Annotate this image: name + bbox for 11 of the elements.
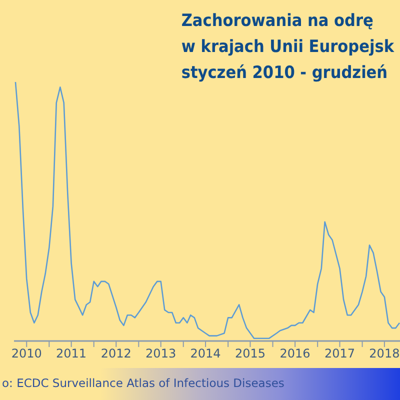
x-tick-label: 2015 [234,346,266,361]
x-tick-label: 2012 [100,346,132,361]
text: o: ECDC Surveillance Atlas of Infectious Diseases [2,376,284,390]
x-tick-label: 2013 [146,346,176,361]
x-tick-label: 2011 [56,346,87,361]
x-tick-label: 2018 [369,346,400,361]
chart-title: Zachorowania na odrę w krajach Unii Europejsk styczeń 2010 - grudzień [181,10,394,85]
x-tick-label: 2017 [324,346,356,361]
x-tick-label: 2016 [280,346,310,361]
x-tick-label: 2014 [190,346,221,361]
x-tick-label: 2010 [11,346,42,361]
